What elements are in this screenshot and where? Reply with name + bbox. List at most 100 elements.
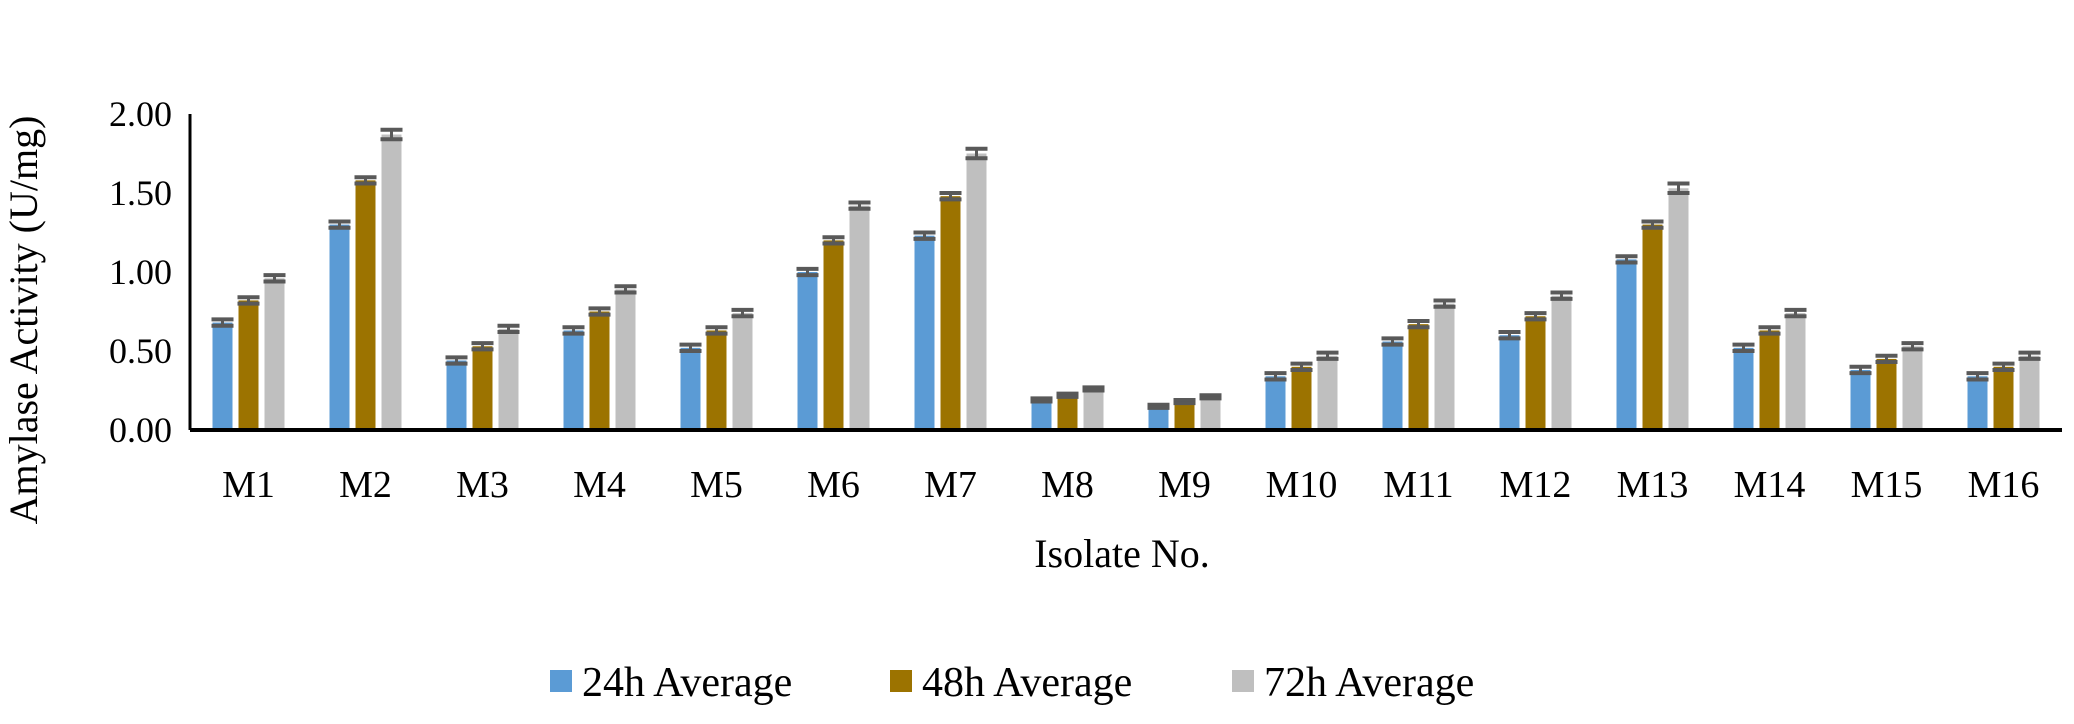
error-bar-m4-series-3 [614, 284, 637, 295]
error-bar-m11-series-1 [1381, 336, 1404, 347]
error-bar-m6-series-3 [848, 200, 871, 211]
error-bar-m12-series-3 [1550, 290, 1573, 301]
error-bars-layer [211, 127, 2041, 410]
x-category-label: M10 [1266, 464, 1338, 506]
bar-m11-series-2 [1408, 324, 1429, 430]
error-bar-m2-series-1 [328, 219, 351, 230]
x-category-label: M9 [1158, 464, 1211, 506]
error-bar-m12-series-2 [1524, 311, 1547, 322]
error-bar-m15-series-2 [1875, 353, 1898, 365]
error-bar-m14-series-3 [1784, 307, 1807, 319]
error-bar-m9-series-3 [1199, 393, 1222, 401]
x-axis-title: Isolate No. [1034, 531, 1210, 576]
bar-m6-series-2 [823, 240, 844, 430]
error-bar-m5-series-3 [731, 307, 754, 319]
legend: 24h Average 48h Average 72h Average [550, 660, 1474, 706]
error-bar-m9-series-1 [1147, 402, 1170, 410]
legend-item: 24h Average [550, 660, 792, 706]
bar-m5-series-1 [680, 347, 701, 430]
bar-m8-series-2 [1057, 395, 1078, 430]
error-bar-m15-series-3 [1901, 341, 1924, 352]
bar-m1-series-3 [264, 278, 285, 430]
legend-swatch [1232, 670, 1254, 692]
bar-m12-series-3 [1551, 295, 1572, 430]
bar-m14-series-2 [1759, 330, 1780, 430]
bar-m16-series-3 [2019, 355, 2040, 430]
y-axis-ticks: 0.00 0.50 1.00 1.50 2.00 [109, 94, 172, 450]
bar-m6-series-3 [849, 205, 870, 430]
bar-m6-series-1 [797, 272, 818, 430]
error-bar-m5-series-1 [679, 342, 702, 353]
error-bar-m11-series-3 [1433, 298, 1456, 309]
error-bar-m15-series-1 [1849, 364, 1872, 376]
error-bar-m14-series-2 [1758, 325, 1781, 336]
bar-m9-series-2 [1174, 401, 1195, 430]
x-category-label: M16 [1968, 464, 2040, 506]
x-category-label: M4 [573, 464, 626, 506]
error-bar-m8-series-1 [1030, 396, 1053, 404]
error-bar-m7-series-3 [965, 146, 988, 161]
bar-m12-series-1 [1499, 335, 1520, 430]
bar-m13-series-1 [1616, 259, 1637, 430]
y-tick-label: 1.00 [109, 252, 172, 292]
error-bar-m1-series-3 [263, 273, 286, 284]
error-bar-m6-series-1 [796, 266, 819, 278]
bar-m8-series-1 [1031, 399, 1052, 430]
bar-m11-series-3 [1434, 303, 1455, 430]
bar-m7-series-1 [914, 235, 935, 430]
y-tick-label: 1.50 [109, 173, 172, 213]
legend-label: 48h Average [922, 660, 1132, 706]
error-bar-m16-series-1 [1966, 371, 1989, 382]
error-bar-m16-series-2 [1992, 361, 2015, 372]
bars-layer [212, 134, 2040, 431]
error-bar-m13-series-2 [1641, 219, 1664, 230]
error-bar-m12-series-1 [1498, 330, 1521, 341]
x-category-label: M2 [339, 464, 392, 506]
error-bar-m3-series-1 [445, 355, 468, 366]
error-bar-m14-series-1 [1732, 342, 1755, 353]
y-tick-label: 0.50 [109, 331, 172, 371]
bar-m15-series-1 [1850, 369, 1871, 430]
error-bar-m11-series-2 [1407, 318, 1430, 330]
bar-m9-series-3 [1200, 396, 1221, 430]
legend-item: 48h Average [890, 660, 1132, 706]
bar-m9-series-1 [1148, 406, 1169, 430]
x-category-label: M8 [1041, 464, 1094, 506]
error-bar-m4-series-2 [588, 306, 611, 317]
error-bar-m8-series-2 [1056, 391, 1079, 399]
bar-m1-series-2 [238, 300, 259, 430]
legend-label: 72h Average [1264, 660, 1474, 706]
bar-m2-series-1 [329, 224, 350, 430]
bar-m5-series-2 [706, 330, 727, 430]
bar-m10-series-2 [1291, 366, 1312, 430]
bar-m15-series-2 [1876, 358, 1897, 430]
legend-item: 72h Average [1232, 660, 1474, 706]
bar-m16-series-1 [1967, 376, 1988, 430]
error-bar-m2-series-2 [354, 175, 377, 186]
bar-m10-series-3 [1317, 355, 1338, 430]
bar-m13-series-2 [1642, 224, 1663, 430]
legend-swatch [550, 670, 572, 692]
bar-m4-series-1 [563, 330, 584, 430]
error-bar-m3-series-3 [497, 323, 520, 335]
error-bar-m1-series-2 [237, 295, 260, 306]
y-axis-title: Amylase Activity (U/mg) [1, 116, 46, 525]
legend-swatch [890, 670, 912, 692]
error-bar-m10-series-2 [1290, 361, 1313, 372]
bar-m1-series-1 [212, 322, 233, 430]
y-tick-label: 2.00 [109, 94, 172, 134]
legend-label: 24h Average [582, 660, 792, 706]
bar-m3-series-2 [472, 346, 493, 430]
bar-m4-series-3 [615, 289, 636, 430]
bar-m2-series-2 [355, 180, 376, 430]
error-bar-m10-series-3 [1316, 350, 1339, 361]
error-bar-m13-series-1 [1615, 254, 1638, 265]
bar-m15-series-3 [1902, 346, 1923, 430]
error-bar-m9-series-2 [1173, 397, 1196, 406]
error-bar-m2-series-3 [380, 127, 403, 142]
x-category-label: M14 [1734, 464, 1806, 506]
bar-m7-series-3 [966, 153, 987, 430]
bar-m3-series-1 [446, 360, 467, 430]
x-category-label: M5 [690, 464, 743, 506]
bar-m14-series-3 [1785, 313, 1806, 430]
